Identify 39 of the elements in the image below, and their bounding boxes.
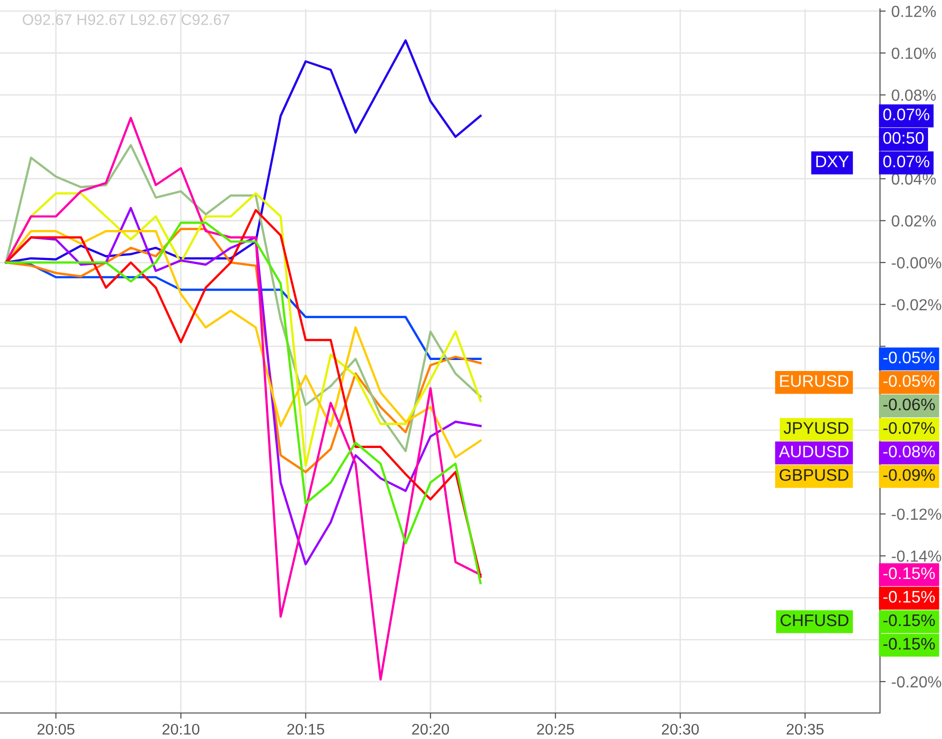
y-tick-label: -0.02%	[892, 299, 942, 310]
text: 0.07%	[883, 156, 930, 168]
text: -0.05%	[883, 352, 935, 364]
x-tick-label: 20:10	[162, 724, 200, 735]
line-series	[4, 39, 482, 264]
x-tick-label: 20:35	[786, 724, 824, 735]
y-tick-label: -0.12%	[892, 508, 942, 520]
text: -0.06%	[883, 398, 935, 410]
legend-label: JPYUSD	[784, 422, 848, 434]
y-tick-label: 0.02%	[892, 215, 936, 227]
line-series	[4, 144, 482, 452]
text: -0.15%	[883, 567, 935, 580]
text: -0.15%	[883, 638, 935, 650]
text: -0.08%	[883, 446, 935, 458]
y-tick-label: -0.14%	[892, 550, 942, 562]
y-tick-label: 0.12%	[892, 6, 936, 18]
x-tick-label: 20:15	[287, 724, 324, 735]
legend-label: GBPUSD	[780, 469, 848, 481]
text: -0.15%	[883, 590, 935, 603]
text: 0.07%	[883, 108, 930, 120]
text: -0.15%	[883, 614, 935, 626]
y-tick-label: 0.08%	[892, 90, 936, 101]
text: 00:50	[883, 132, 924, 144]
text: -0.07%	[883, 422, 935, 434]
y-tick-label: -0.20%	[892, 676, 942, 688]
legend-label: DXY	[816, 156, 849, 168]
text: -0.05%	[883, 375, 935, 387]
y-tick-label: 0.04%	[892, 173, 936, 185]
x-tick-label: 20:05	[38, 724, 74, 735]
text: -0.09%	[883, 469, 935, 481]
legend-label: AUDUSD	[778, 446, 848, 458]
x-tick-label: 20:30	[662, 724, 699, 735]
line-series	[4, 116, 482, 681]
y-tick-label: 0.10%	[892, 48, 936, 59]
legend-label: CHFUSD	[780, 614, 848, 626]
x-tick-label: 20:25	[537, 724, 574, 735]
x-tick-label: 20:20	[412, 724, 450, 735]
legend-label: EURUSD	[780, 375, 848, 387]
y-tick-label: -0.00%	[892, 257, 942, 268]
